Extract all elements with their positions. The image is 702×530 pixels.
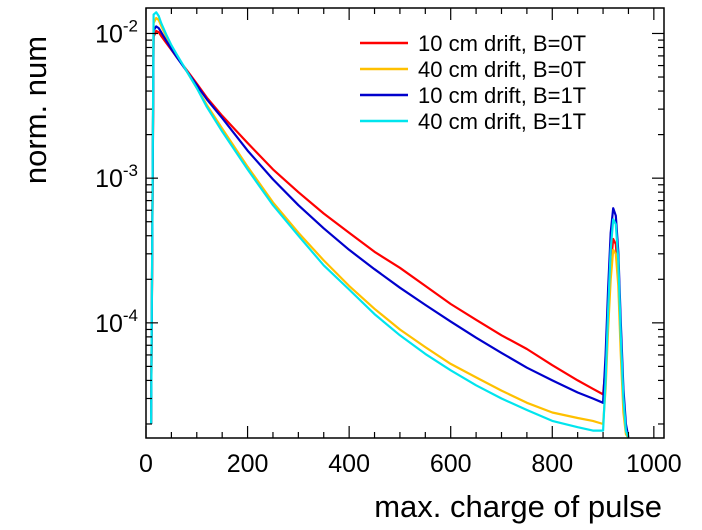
y-tick-label: 10-4 [95,306,138,338]
series-line-4 [150,11,630,439]
series-line-3 [150,25,630,439]
legend-label-2: 40 cm drift, B=0T [418,57,586,82]
x-tick-label: 200 [227,450,269,478]
legend-label-3: 10 cm drift, B=1T [418,83,586,108]
y-tick-label: 10-2 [95,16,138,48]
y-tick-exponent: -4 [123,306,138,325]
ticks-layer [145,8,664,438]
y-tick-mantissa: 10 [95,165,123,193]
x-tick-label: 0 [139,450,153,478]
y-tick-exponent: -2 [123,16,138,35]
y-axis-title: norm. num [18,36,53,184]
x-tick-label: 800 [531,450,573,478]
y-tick-mantissa: 10 [95,310,123,338]
y-tick-label: 10-3 [95,161,138,193]
plot-frame [145,7,665,439]
legend-label-1: 10 cm drift, B=0T [418,31,586,56]
y-tick-exponent: -3 [123,161,138,180]
x-tick-label: 1000 [626,450,682,478]
x-tick-label: 400 [328,450,370,478]
y-tick-mantissa: 10 [95,20,123,48]
legend-label-4: 40 cm drift, B=1T [418,109,586,134]
x-axis-title: max. charge of pulse [374,489,662,524]
x-tick-label: 600 [430,450,472,478]
series-layer [150,11,630,439]
